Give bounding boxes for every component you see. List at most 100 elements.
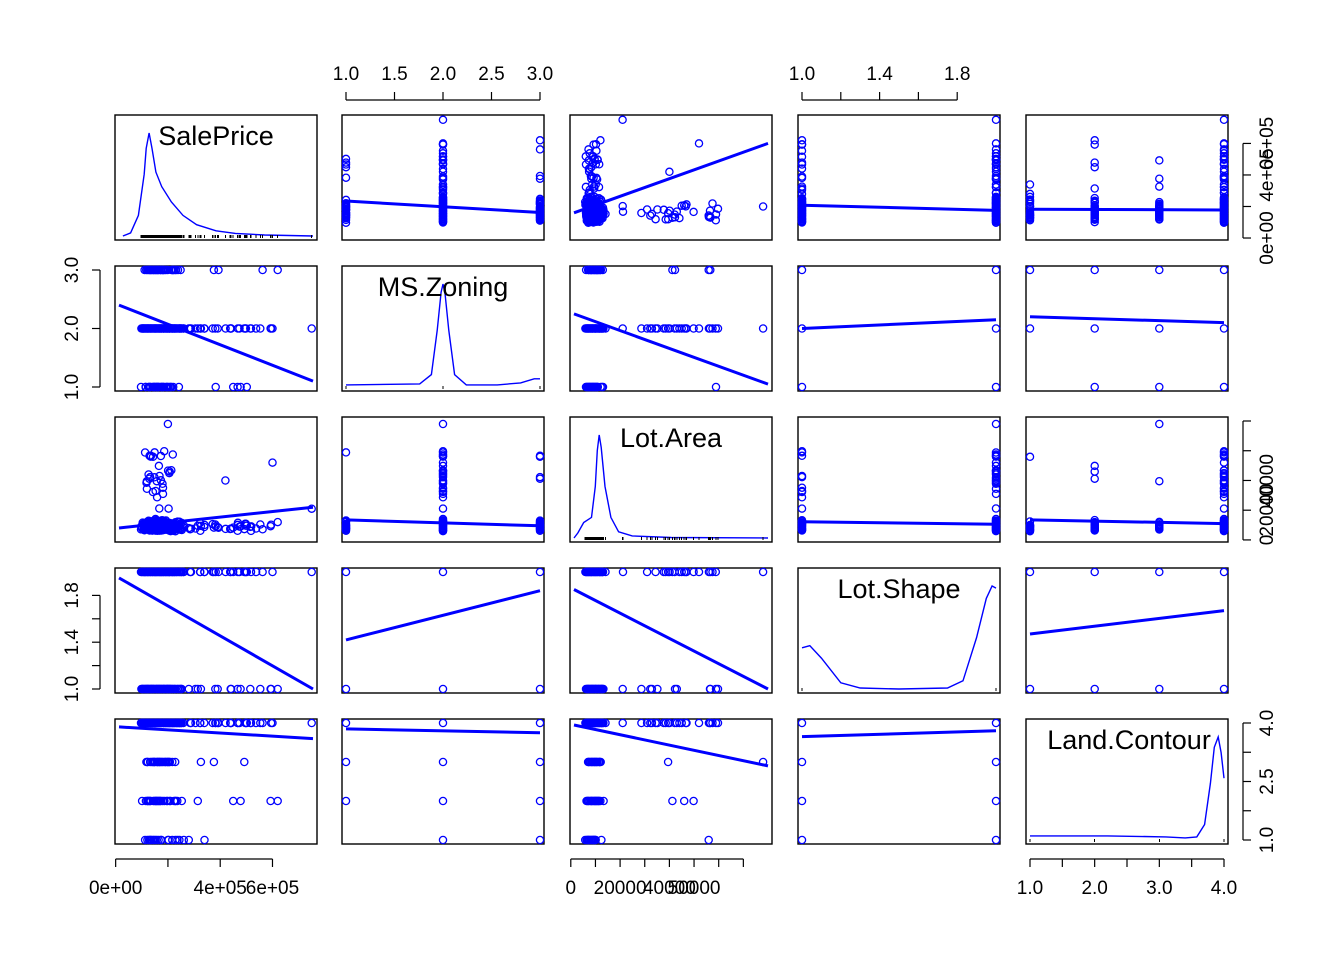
data-point <box>637 324 646 333</box>
data-point <box>681 718 691 728</box>
data-point <box>797 796 807 806</box>
data-point <box>144 382 154 392</box>
data-point <box>704 835 713 845</box>
data-point <box>158 265 168 275</box>
data-point <box>137 684 146 694</box>
data-point <box>208 718 217 728</box>
data-point <box>797 835 807 845</box>
data-point <box>1025 525 1035 535</box>
fit-line <box>573 588 769 691</box>
data-point <box>1219 324 1229 333</box>
tick-label: 2.5 <box>478 64 504 85</box>
data-point <box>438 450 448 459</box>
data-point <box>1090 196 1099 206</box>
data-point <box>653 684 662 694</box>
data-point <box>991 180 1001 189</box>
data-point <box>170 684 179 694</box>
data-point <box>438 489 448 499</box>
data-point <box>438 215 448 224</box>
data-point <box>991 526 1001 536</box>
data-point <box>1090 136 1099 145</box>
data-point <box>1090 212 1099 222</box>
data-point <box>241 567 251 577</box>
data-point <box>154 796 164 806</box>
data-point <box>535 136 545 145</box>
panel-ms-zoning-vs-lot-shape <box>797 265 1001 392</box>
data-point <box>797 185 807 195</box>
data-point <box>597 382 607 392</box>
data-point <box>168 382 178 392</box>
data-point <box>1219 215 1229 224</box>
data-point <box>438 835 448 845</box>
data-point <box>642 567 652 577</box>
data-point <box>1090 193 1099 203</box>
data-point <box>535 796 545 806</box>
axis-bottom-land-contour: 1.0 2.0 3.0 4.0 <box>1017 858 1237 899</box>
data-point <box>601 567 610 577</box>
data-point <box>991 182 1001 192</box>
data-point <box>438 155 448 164</box>
panel-frame <box>341 718 545 845</box>
data-point <box>642 324 652 333</box>
fit-line <box>118 725 314 741</box>
data-point <box>162 382 172 392</box>
data-point <box>163 466 173 475</box>
data-point <box>196 684 206 694</box>
panel-frame <box>1025 567 1229 694</box>
tick-label: 1.8 <box>62 582 83 608</box>
data-point <box>236 796 245 806</box>
fit-line <box>1029 609 1225 636</box>
data-point <box>438 172 448 181</box>
data-point <box>438 212 448 222</box>
data-point <box>226 567 236 577</box>
data-point <box>213 522 222 532</box>
data-point <box>168 757 177 767</box>
data-point <box>438 139 448 148</box>
data-point <box>1025 567 1035 577</box>
data-point <box>991 458 1001 467</box>
data-point <box>341 567 351 577</box>
data-point <box>991 461 1001 471</box>
data-point <box>184 835 194 845</box>
data-point <box>991 139 1001 148</box>
data-point <box>797 152 807 162</box>
data-point <box>438 718 448 728</box>
fit-line <box>801 520 997 526</box>
data-point <box>587 172 597 181</box>
data-point <box>711 567 721 577</box>
data-point <box>163 757 173 767</box>
fit-line <box>118 576 314 691</box>
data-point <box>593 796 603 806</box>
panel-saleprice-vs-lot-area <box>569 114 773 241</box>
tick-label: 4e+05 <box>194 878 247 899</box>
data-point <box>268 718 277 728</box>
data-point <box>1219 155 1229 164</box>
data-point <box>438 461 448 471</box>
data-point <box>438 446 448 456</box>
panel-lot-area-vs-saleprice <box>114 416 318 543</box>
data-point <box>991 382 1001 392</box>
data-point <box>1090 217 1099 227</box>
data-point <box>1155 199 1164 209</box>
fit-line <box>573 141 769 215</box>
data-point <box>535 835 545 845</box>
data-point <box>991 194 1001 204</box>
data-point <box>797 218 807 227</box>
panel-frame <box>1025 114 1229 241</box>
panel-frame <box>797 718 1001 845</box>
data-point <box>581 265 591 275</box>
data-point <box>704 211 713 220</box>
data-point <box>438 458 448 467</box>
density-curve <box>1030 734 1225 839</box>
data-point <box>797 718 807 728</box>
data-point <box>706 213 715 222</box>
data-point <box>694 567 704 577</box>
data-point <box>341 173 351 182</box>
panel-land-contour-vs-lot-shape <box>797 718 1001 845</box>
data-point <box>307 324 316 333</box>
tick-label: 4.0 <box>1257 710 1278 736</box>
panel-lot-shape-vs-saleprice <box>114 567 318 694</box>
panel-frame <box>569 416 773 543</box>
data-point <box>1155 684 1164 694</box>
